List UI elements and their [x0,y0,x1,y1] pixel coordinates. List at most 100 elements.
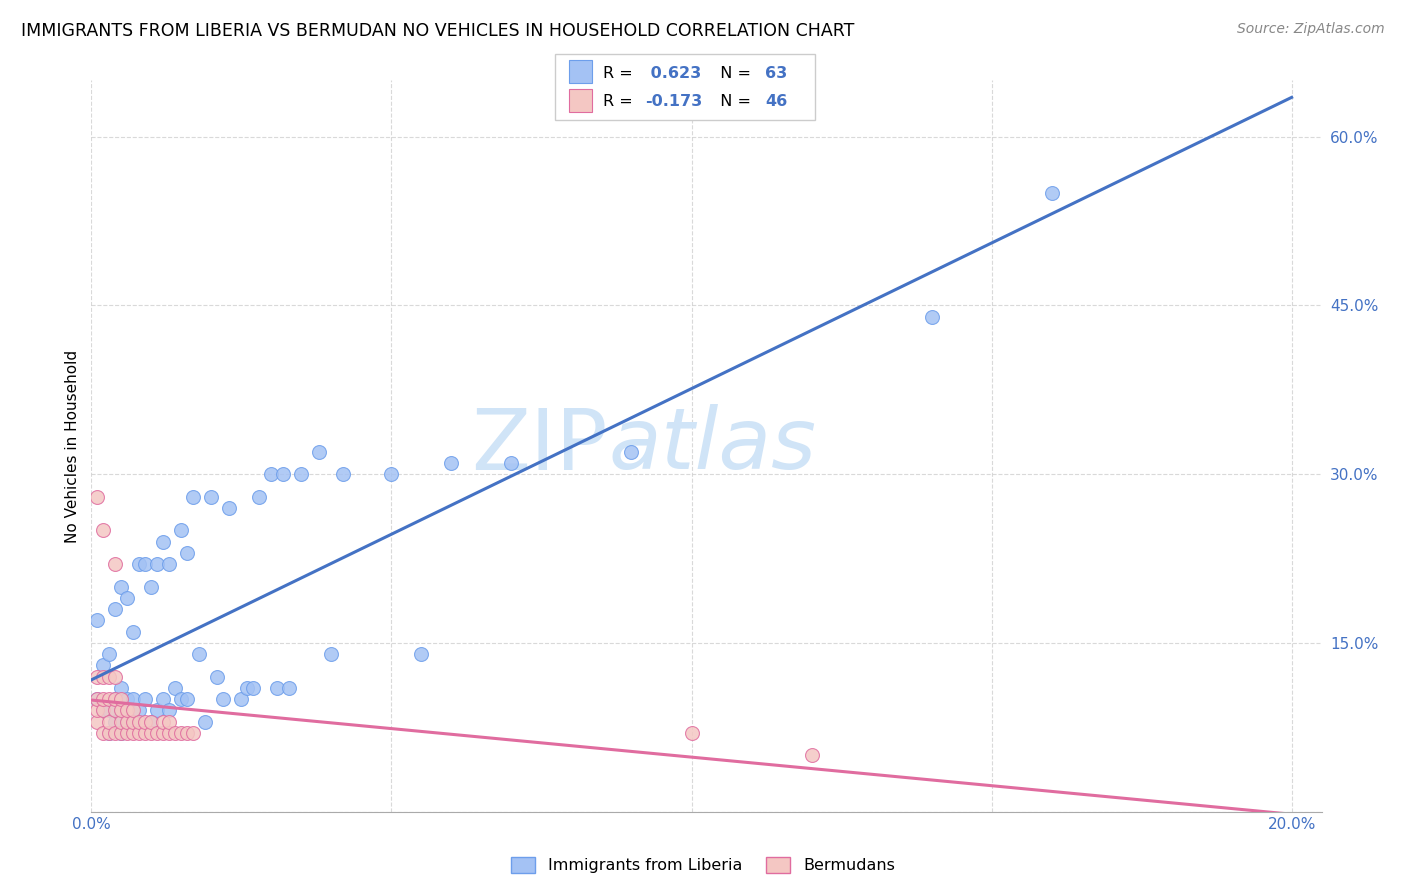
Point [110,726,132,740]
Point [93,692,115,706]
Point [134,692,156,706]
Point [194,714,217,729]
Point [170,726,193,740]
Point [122,703,145,717]
Point [157,703,180,717]
Point [98,647,121,661]
Text: IMMIGRANTS FROM LIBERIA VS BERMUDAN NO VEHICLES IN HOUSEHOLD CORRELATION CHART: IMMIGRANTS FROM LIBERIA VS BERMUDAN NO V… [21,22,855,40]
Point [117,714,139,729]
Point [93,524,115,538]
Point [170,692,193,706]
Point [93,670,115,684]
Point [117,726,139,740]
Point [165,681,187,695]
Point [152,726,174,740]
Point [332,467,354,482]
Point [93,726,115,740]
Point [273,467,295,482]
Point [110,714,132,729]
Point [117,714,139,729]
Point [176,546,198,560]
Point [146,726,169,740]
Point [122,726,145,740]
Point [141,580,163,594]
Point [152,714,174,729]
Text: Source: ZipAtlas.com: Source: ZipAtlas.com [1237,22,1385,37]
Point [212,692,235,706]
Point [183,726,205,740]
Text: R =: R = [603,66,638,81]
Point [440,456,463,470]
Point [411,647,433,661]
Point [207,670,229,684]
Point [134,714,156,729]
Point [104,692,127,706]
Point [152,534,174,549]
Point [321,647,343,661]
Point [117,591,139,605]
Point [152,692,174,706]
Point [128,557,150,571]
Point [122,714,145,729]
Point [98,726,121,740]
Point [104,670,127,684]
Point [218,500,240,515]
Point [157,557,180,571]
Point [170,524,193,538]
Point [134,557,156,571]
Point [104,692,127,706]
Point [308,444,330,458]
Y-axis label: No Vehicles in Household: No Vehicles in Household [65,350,80,542]
Point [110,726,132,740]
Point [681,726,703,740]
Point [128,714,150,729]
Point [134,726,156,740]
Point [278,681,301,695]
Text: N =: N = [710,66,756,81]
Text: 46: 46 [765,95,787,109]
Point [86,670,108,684]
Point [236,681,259,695]
Point [86,692,108,706]
Point [231,692,253,706]
Point [1040,186,1063,200]
Point [98,670,121,684]
Text: 0.623: 0.623 [645,66,702,81]
Point [146,557,169,571]
Point [176,692,198,706]
Point [86,714,108,729]
Point [86,692,108,706]
Point [93,658,115,673]
Point [104,726,127,740]
Point [260,467,283,482]
Point [86,614,108,628]
Point [110,703,132,717]
Point [200,490,222,504]
Point [117,703,139,717]
Point [176,726,198,740]
Point [266,681,288,695]
Point [122,714,145,729]
Point [157,714,180,729]
Text: -0.173: -0.173 [645,95,703,109]
Point [98,726,121,740]
Point [117,692,139,706]
Text: R =: R = [603,95,638,109]
Point [620,444,643,458]
Point [249,490,271,504]
Point [141,714,163,729]
Point [128,726,150,740]
Point [110,580,132,594]
Text: atlas: atlas [607,404,815,488]
Point [86,703,108,717]
Point [93,703,115,717]
Point [146,703,169,717]
Point [141,726,163,740]
Point [122,624,145,639]
Point [110,692,132,706]
Point [141,714,163,729]
Point [165,726,187,740]
Point [157,726,180,740]
Point [380,467,402,482]
Text: 63: 63 [765,66,787,81]
